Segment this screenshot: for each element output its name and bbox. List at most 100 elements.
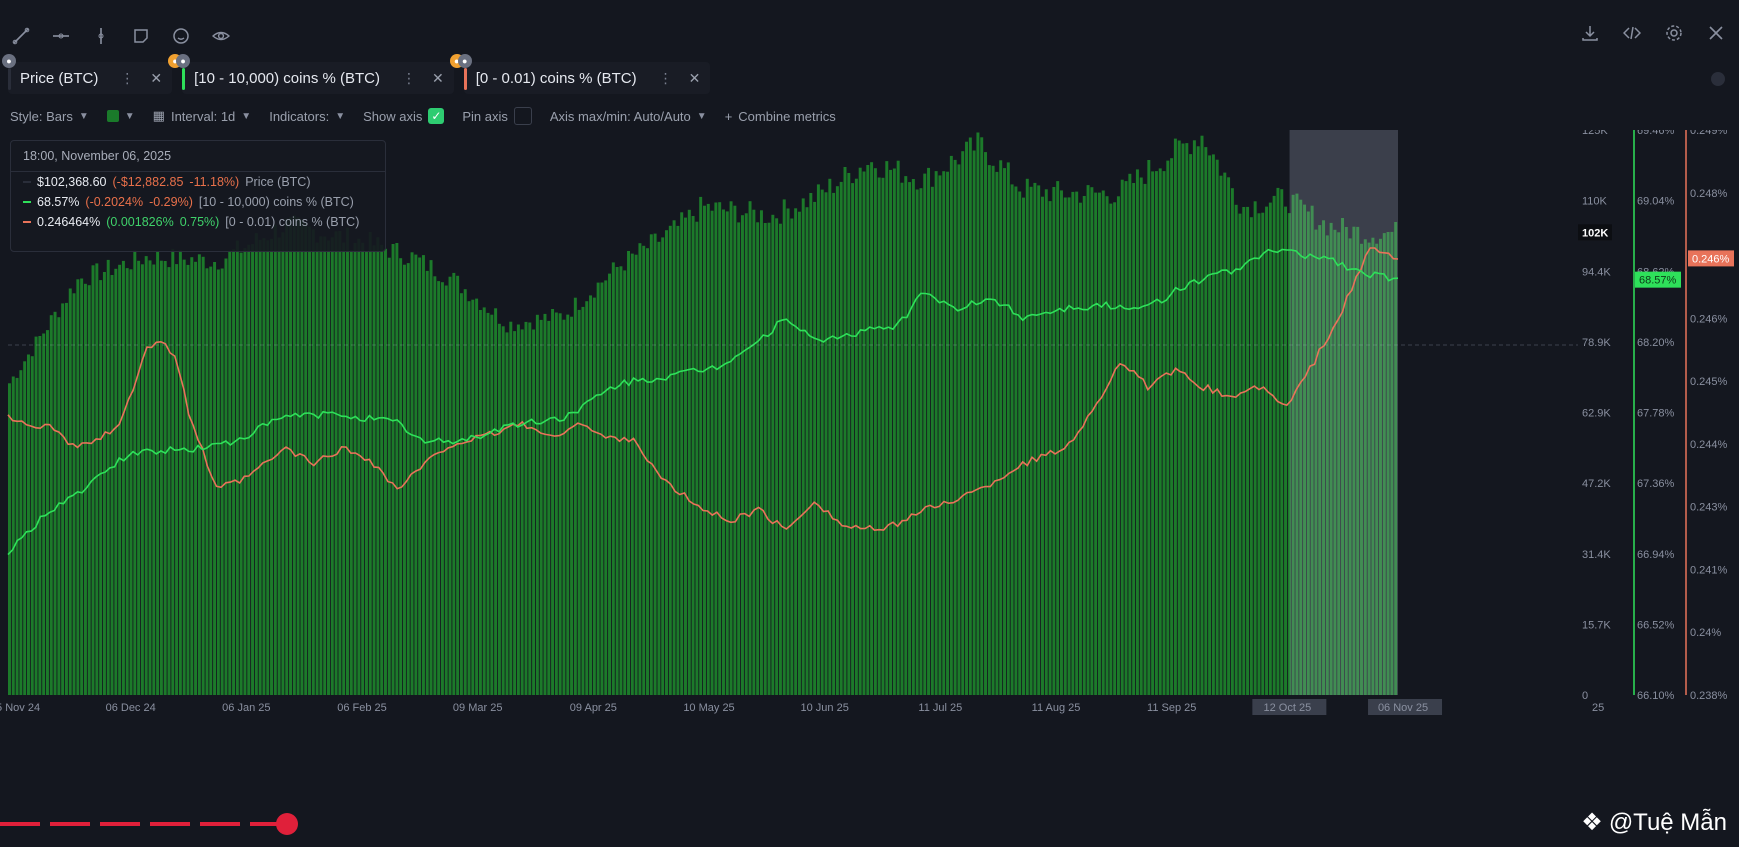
price-bar <box>759 210 763 696</box>
vertical-line-icon[interactable] <box>90 25 112 47</box>
note-icon[interactable] <box>130 25 152 47</box>
price-bar <box>1094 192 1098 695</box>
horizontal-line-icon[interactable] <box>50 25 72 47</box>
price-bar <box>1116 196 1120 696</box>
eye-icon[interactable] <box>210 25 232 47</box>
price-bar <box>156 251 160 695</box>
chart-area[interactable]: 05 Nov 24 06 Dec 24 06 Jan 25 06 Feb 25 09 M… <box>0 125 1739 835</box>
price-bar <box>558 313 562 695</box>
price-bar <box>1360 243 1363 696</box>
time-range-slider[interactable] <box>0 822 288 826</box>
price-axis-tick: 47.2K <box>1582 478 1611 490</box>
close-icon[interactable] <box>1705 22 1727 44</box>
price-bar <box>414 254 418 695</box>
price-bar <box>23 361 27 695</box>
price-bar <box>346 227 349 695</box>
price-bar <box>197 254 201 696</box>
x-tick-label: 25 <box>1592 702 1604 714</box>
indicators-dropdown[interactable]: Indicators: ▼ <box>269 109 345 124</box>
checkbox-checked-icon[interactable]: ✓ <box>428 108 445 124</box>
chart-actions <box>1579 22 1727 44</box>
price-bar <box>175 264 179 695</box>
remove-metric-icon[interactable]: ✕ <box>431 69 444 86</box>
price-bar <box>1173 138 1177 696</box>
checkbox-unchecked-icon[interactable] <box>513 107 532 125</box>
price-bar <box>524 321 528 695</box>
price-bar <box>281 232 285 696</box>
price-bar <box>163 261 167 695</box>
x-tick-label: 09 Mar 25 <box>453 702 503 714</box>
embed-code-icon[interactable] <box>1621 22 1643 44</box>
shrimp-axis-tick: 0.249% <box>1690 130 1728 137</box>
more-options-icon[interactable]: ⋮ <box>658 69 673 86</box>
price-bar <box>1208 155 1212 695</box>
price-bar <box>1143 183 1147 695</box>
price-bar <box>858 167 862 695</box>
price-bar <box>623 270 627 695</box>
x-tick-label: 11 Sep 25 <box>1147 702 1196 714</box>
price-bar <box>1261 212 1265 695</box>
price-bar <box>11 376 15 695</box>
price-bar <box>1272 195 1276 695</box>
more-options-icon[interactable]: ⋮ <box>401 69 416 86</box>
interval-dropdown[interactable]: ▦ Interval: 1d ▼ <box>153 108 252 124</box>
metric-tab-whales[interactable]: ● ● [10 - 10,000) coins % (BTC) ⋮ ✕ <box>168 54 454 94</box>
price-bar <box>782 199 786 695</box>
series-color-bar <box>8 68 11 90</box>
metric-tab-shrimp[interactable]: ● ● [0 - 0.01) coins % (BTC) ⋮ ✕ <box>449 54 711 94</box>
panel-toggle-icon[interactable] <box>1711 72 1725 86</box>
price-bar <box>368 232 372 695</box>
emoji-icon[interactable] <box>170 25 192 47</box>
slider-handle[interactable] <box>276 813 298 835</box>
price-bar <box>1204 147 1208 696</box>
price-bar <box>1348 238 1352 695</box>
price-bar <box>1082 196 1086 695</box>
settings-gear-icon[interactable] <box>1663 22 1685 44</box>
price-bar <box>190 257 194 695</box>
color-picker[interactable]: ▼ <box>106 110 135 122</box>
price-bar <box>1154 171 1158 696</box>
price-bar <box>1003 168 1006 696</box>
style-dropdown[interactable]: Style: Bars ▼ <box>10 109 89 124</box>
price-bar <box>543 313 547 695</box>
price-bar <box>1097 192 1101 695</box>
price-bar <box>900 182 904 695</box>
remove-metric-icon[interactable]: ✕ <box>688 69 701 86</box>
price-bar <box>1059 190 1063 695</box>
price-bar <box>486 312 490 695</box>
price-bar <box>889 169 893 695</box>
price-bar <box>114 268 118 695</box>
price-bar <box>923 173 927 696</box>
price-bar <box>873 168 877 695</box>
whale-axis-tick: 69.46% <box>1637 130 1675 137</box>
price-bar <box>991 165 995 696</box>
combine-metrics-button[interactable]: + Combine metrics <box>725 109 836 124</box>
show-axis-toggle[interactable]: Show axis ✓ <box>363 108 445 124</box>
price-axis-tick: 31.4K <box>1582 549 1611 561</box>
line-draw-icon[interactable] <box>10 25 32 47</box>
price-bar <box>1200 135 1204 695</box>
price-bar <box>395 243 399 695</box>
price-bar <box>258 239 262 695</box>
pin-axis-toggle[interactable]: Pin axis <box>462 107 532 125</box>
metric-tab-price[interactable]: ● Price (BTC) ⋮ ✕ <box>2 54 173 94</box>
tooltip-change: (-0.2024% <box>85 195 144 209</box>
color-swatch <box>106 110 119 122</box>
price-bar <box>877 177 881 695</box>
price-bar <box>532 329 536 695</box>
price-bar <box>767 222 771 695</box>
price-bar <box>680 212 684 696</box>
price-bar <box>1276 187 1280 695</box>
price-bar <box>1135 169 1139 695</box>
price-bar <box>1234 204 1238 696</box>
more-options-icon[interactable]: ⋮ <box>120 69 135 86</box>
axis-maxmin-dropdown[interactable]: Axis max/min: Auto/Auto ▼ <box>550 109 707 124</box>
price-bar <box>756 222 760 696</box>
remove-metric-icon[interactable]: ✕ <box>150 69 163 86</box>
download-icon[interactable] <box>1579 22 1601 44</box>
price-bar <box>475 298 479 695</box>
whale-line <box>7 248 1399 556</box>
price-bar <box>1318 225 1322 695</box>
price-bar <box>391 244 395 695</box>
chart-svg[interactable]: 05 Nov 24 06 Dec 24 06 Jan 25 06 Feb 25 09 M… <box>0 125 1739 830</box>
